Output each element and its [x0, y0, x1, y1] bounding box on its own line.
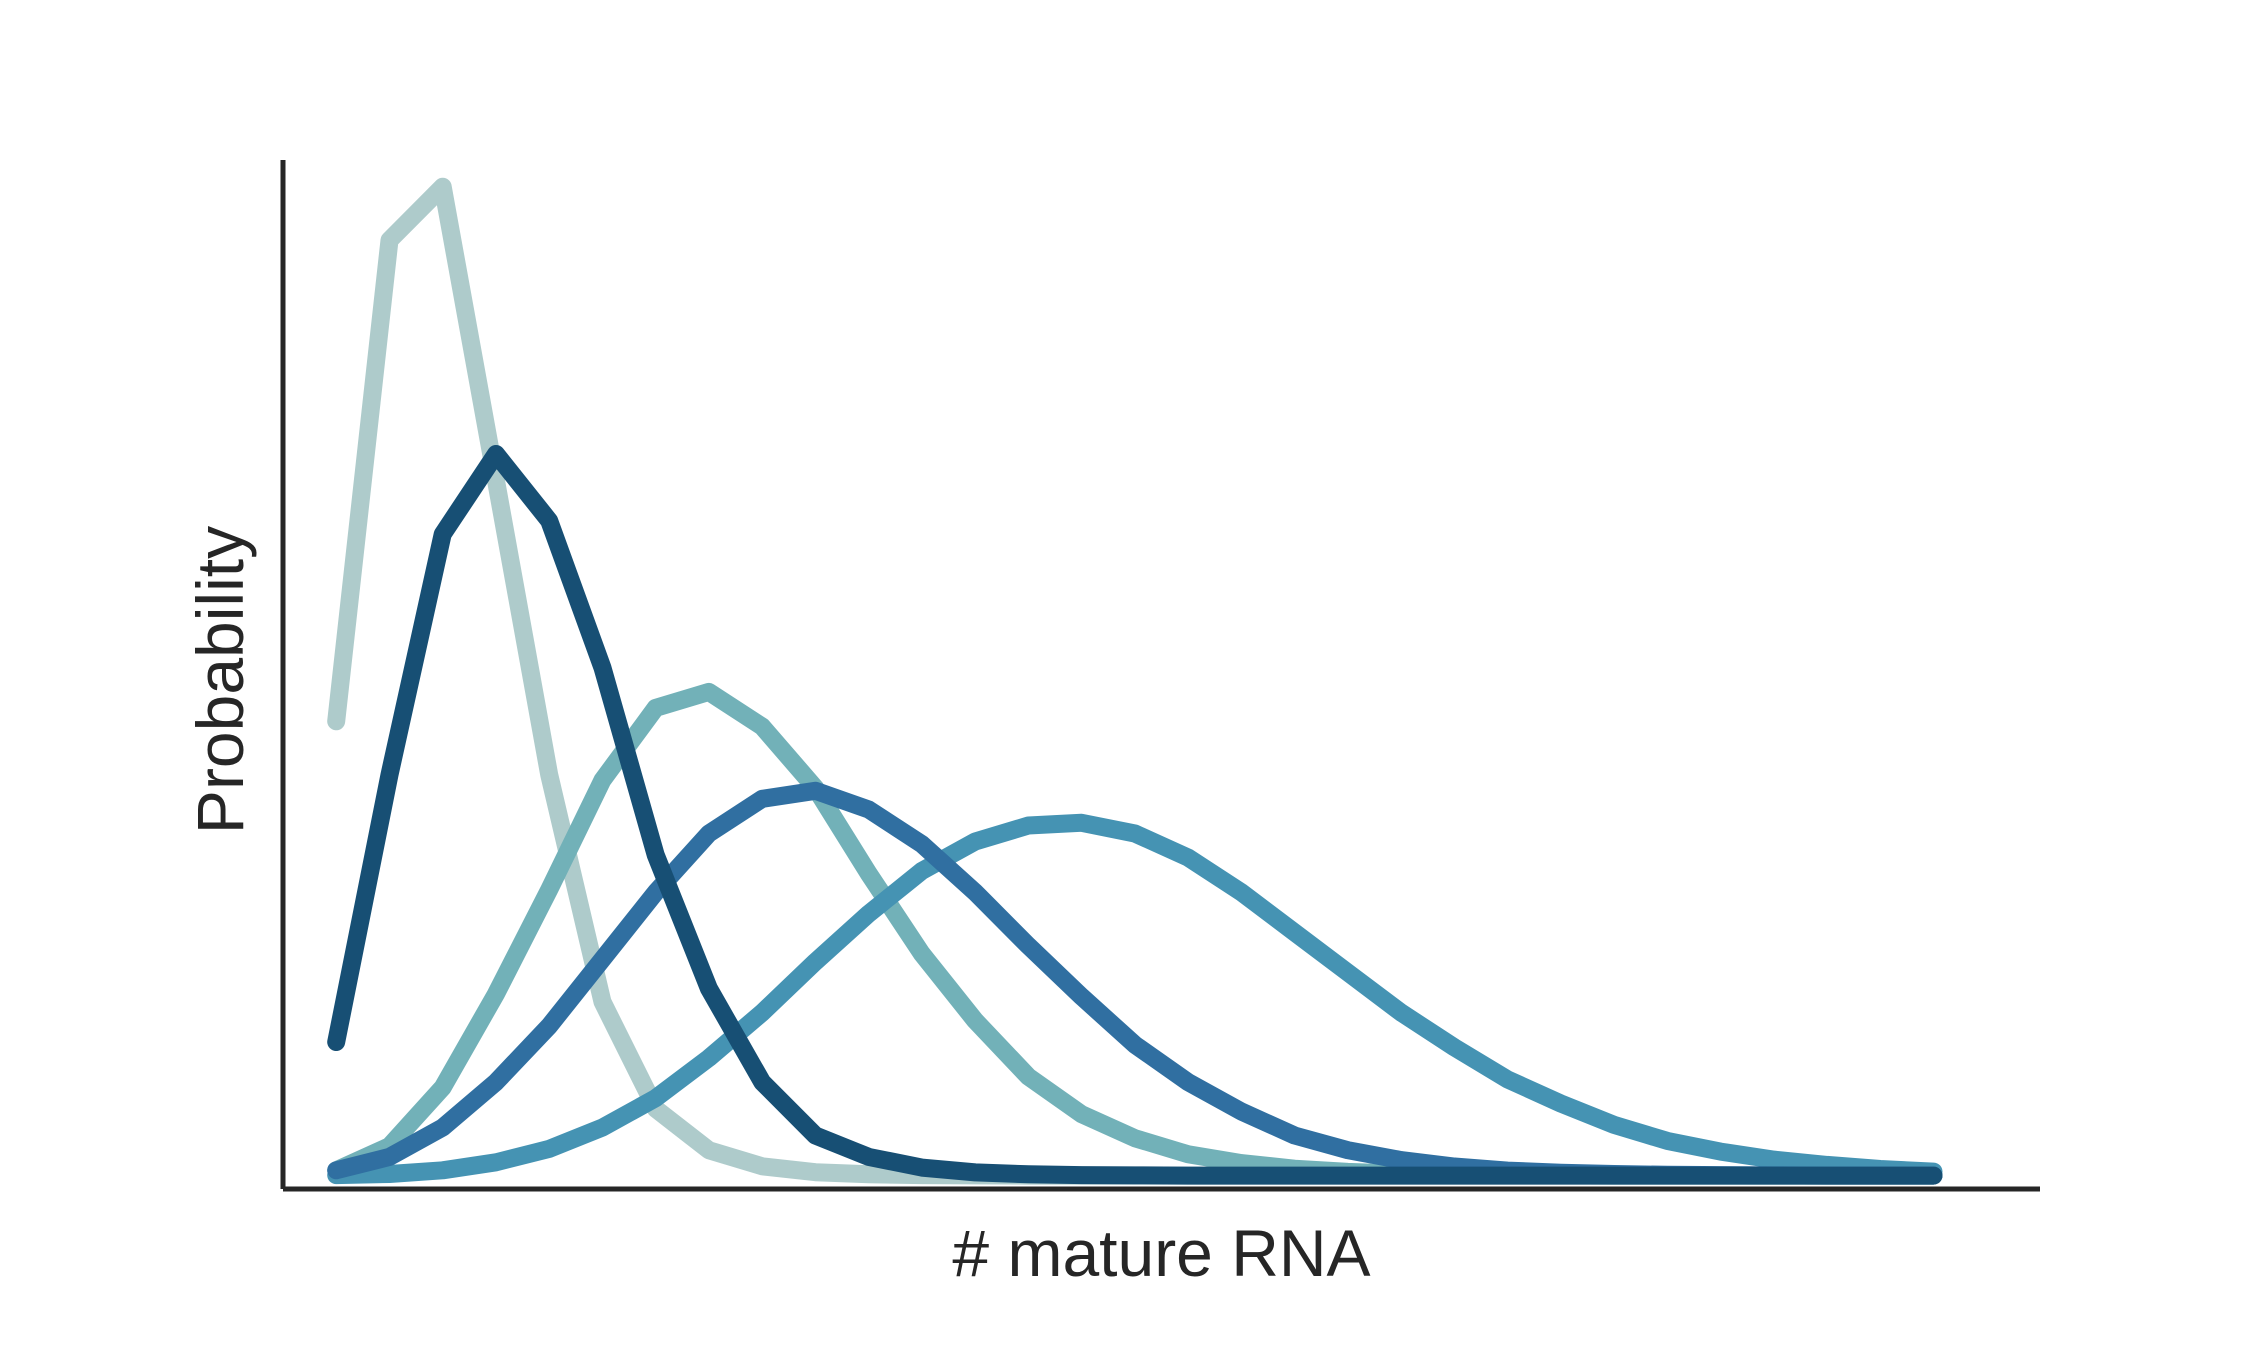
y-axis-label: Probability: [183, 526, 257, 834]
series-layer: [327, 177, 1943, 1185]
series-line-5: [327, 445, 1943, 1185]
series-line-2: [327, 682, 1943, 1185]
series-line-1: [327, 177, 1943, 1185]
x-axis-label: # mature RNA: [952, 1216, 1370, 1290]
series-line-3: [327, 813, 1943, 1185]
